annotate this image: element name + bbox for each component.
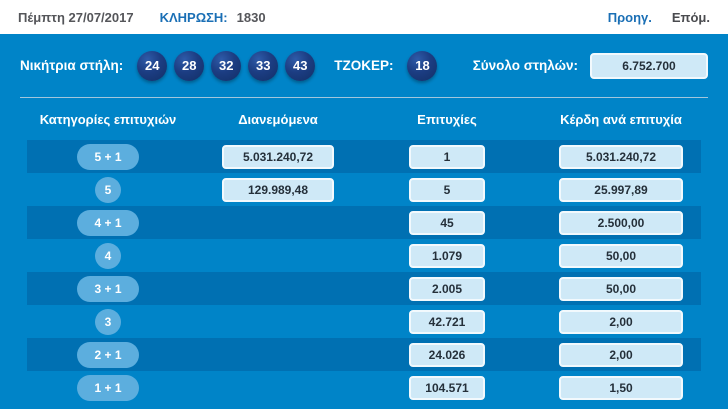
header-winners: Επιτυχίες — [417, 111, 477, 127]
winning-numbers-group: Νικήτρια στήλη: 24 28 32 33 43 ΤΖΟΚΕΡ: 18 — [20, 50, 438, 81]
total-columns-label: Σύνολο στηλών: — [472, 58, 578, 73]
winning-number-ball: 32 — [211, 50, 242, 81]
prize-value: 25.997,89 — [559, 177, 683, 202]
table-header-row: Κατηγορίες επιτυχιών Διανεμόμενα Επιτυχί… — [20, 98, 708, 140]
joker-label: ΤΖΟΚΕΡ: — [334, 58, 394, 73]
total-columns-value: 6.752.700 — [590, 52, 708, 79]
table-row: 3 42.721 2,00 — [20, 305, 708, 338]
winners-value: 104.571 — [409, 375, 485, 400]
total-columns-group: Σύνολο στηλών: 6.752.700 — [472, 52, 708, 79]
category-pill: 5 + 1 — [77, 143, 139, 170]
table-row: 5 + 1 5.031.240,72 1 5.031.240,72 — [20, 140, 708, 173]
prize-value: 5.031.240,72 — [559, 144, 683, 169]
category-pill: 4 — [95, 242, 121, 269]
header-prize-per-win: Κέρδη ανά επιτυχία — [560, 111, 682, 127]
category-pill: 2 + 1 — [77, 341, 139, 368]
winning-number-balls: 24 28 32 33 43 — [137, 50, 322, 81]
results-table-body: 5 + 1 5.031.240,72 1 5.031.240,72 5 129.… — [0, 140, 728, 404]
next-draw-link[interactable]: Επόμ. — [671, 9, 710, 25]
draw-info: Πέμπτη 27/07/2017 ΚΛΗΡΩΣΗ: 1830 — [18, 10, 266, 25]
winning-number-ball: 43 — [285, 50, 316, 81]
prize-value: 2,00 — [559, 342, 683, 367]
draw-number: 1830 — [236, 9, 266, 25]
joker-ball: 18 — [407, 50, 438, 81]
table-row: 2 + 1 24.026 2,00 — [20, 338, 708, 371]
prize-value: 1,50 — [559, 375, 683, 400]
divider — [20, 97, 708, 98]
table-row: 4 + 1 45 2.500,00 — [20, 206, 708, 239]
prize-value: 50,00 — [559, 276, 683, 301]
draw-navigation: Προηγ. Επόμ. — [608, 10, 710, 25]
winners-value: 2.005 — [409, 276, 485, 301]
winning-numbers-row: Νικήτρια στήλη: 24 28 32 33 43 ΤΖΟΚΕΡ: 18 Σύ… — [0, 34, 728, 97]
winning-number-ball: 33 — [248, 50, 279, 81]
prize-value: 2.500,00 — [559, 210, 683, 235]
winners-value: 1 — [409, 144, 485, 169]
header-categories: Κατηγορίες επιτυχιών — [39, 111, 177, 127]
draw-label: ΚΛΗΡΩΣΗ: — [159, 9, 228, 25]
header-distributed: Διανεμόμενα — [238, 111, 318, 127]
previous-draw-link[interactable]: Προηγ. — [607, 9, 652, 25]
distributed-value: 129.989,48 — [222, 177, 334, 202]
topbar: Πέμπτη 27/07/2017 ΚΛΗΡΩΣΗ: 1830 Προηγ. Ε… — [0, 0, 728, 34]
category-pill: 5 — [95, 176, 121, 203]
table-row: 5 129.989,48 5 25.997,89 — [20, 173, 708, 206]
winning-column-label: Νικήτρια στήλη: — [20, 58, 124, 73]
distributed-value: 5.031.240,72 — [222, 144, 334, 169]
category-pill: 3 + 1 — [77, 275, 139, 302]
winners-value: 1.079 — [409, 243, 485, 268]
winners-value: 42.721 — [409, 309, 485, 334]
results-panel: Νικήτρια στήλη: 24 28 32 33 43 ΤΖΟΚΕΡ: 18 Σύ… — [0, 34, 728, 409]
winners-value: 45 — [409, 210, 485, 235]
category-pill: 1 + 1 — [77, 374, 139, 401]
category-pill: 3 — [95, 308, 121, 335]
winners-value: 5 — [409, 177, 485, 202]
winning-number-ball: 24 — [137, 50, 168, 81]
category-pill: 4 + 1 — [77, 209, 139, 236]
table-row: 1 + 1 104.571 1,50 — [20, 371, 708, 404]
table-row: 3 + 1 2.005 50,00 — [20, 272, 708, 305]
prize-value: 2,00 — [559, 309, 683, 334]
table-row: 4 1.079 50,00 — [20, 239, 708, 272]
winning-number-ball: 28 — [174, 50, 205, 81]
winners-value: 24.026 — [409, 342, 485, 367]
prize-value: 50,00 — [559, 243, 683, 268]
draw-date: Πέμπτη 27/07/2017 — [18, 9, 134, 25]
